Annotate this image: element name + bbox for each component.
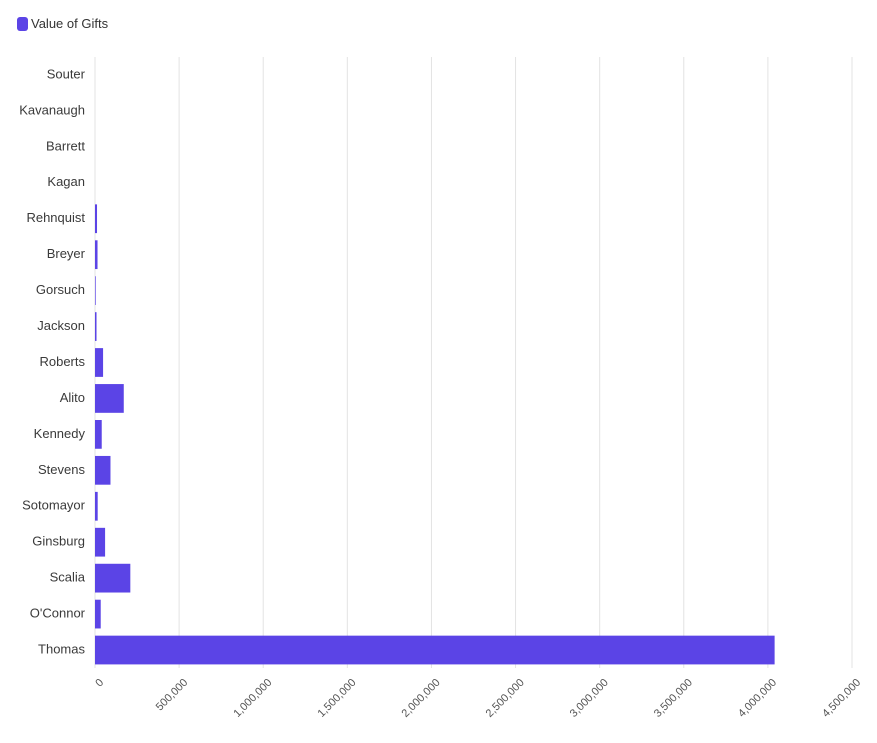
x-tick-label: 4,000,000 [736, 677, 779, 720]
category-label: Breyer [47, 246, 86, 261]
category-label: Scalia [50, 570, 86, 585]
category-label: Barrett [46, 138, 85, 153]
bar[interactable] [95, 491, 98, 521]
category-label: Kagan [47, 174, 85, 189]
bar[interactable] [95, 563, 131, 593]
category-label: Kennedy [34, 426, 86, 441]
bar[interactable] [95, 635, 775, 665]
x-tick-label: 3,000,000 [568, 677, 611, 720]
category-labels: Souter Kavanaugh Barrett Kagan Rehnquist Brey… [19, 66, 86, 656]
category-label: Ginsburg [32, 534, 85, 549]
bar[interactable] [95, 384, 124, 413]
bar[interactable] [95, 527, 106, 557]
bar[interactable] [95, 420, 102, 449]
category-label: Sotomayor [22, 498, 86, 513]
bar[interactable] [95, 276, 96, 305]
category-label: Jackson [37, 318, 85, 333]
category-label: Thomas [38, 641, 85, 656]
legend-label: Value of Gifts [31, 16, 109, 31]
category-label: Souter [47, 66, 86, 81]
x-tick-label: 2,500,000 [484, 677, 527, 720]
chart-legend[interactable]: Value of Gifts [17, 16, 108, 31]
x-tick-label: 4,500,000 [820, 677, 863, 720]
gridlines [94, 57, 853, 668]
bar[interactable] [95, 204, 98, 234]
category-label: Gorsuch [36, 282, 85, 297]
bar[interactable] [95, 599, 101, 629]
bars [95, 204, 775, 665]
category-label: Roberts [39, 354, 85, 369]
category-label: Alito [60, 390, 85, 405]
x-tick-label: 1,500,000 [315, 677, 358, 720]
bar[interactable] [95, 240, 98, 270]
bar[interactable] [95, 312, 97, 341]
bar[interactable] [95, 455, 111, 485]
x-tick-label: 500,000 [154, 677, 191, 714]
category-label: O'Connor [30, 606, 86, 621]
x-tick-label: 0 [93, 677, 106, 690]
legend-swatch [17, 16, 28, 31]
category-label: Kavanaugh [19, 102, 85, 117]
category-label: Rehnquist [26, 210, 85, 225]
bar[interactable] [95, 348, 104, 377]
x-axis-tick-labels: 0 500,000 1,000,000 1,500,000 2,000,000 2,500… [93, 677, 863, 720]
x-tick-label: 1,000,000 [231, 677, 274, 720]
category-label: Stevens [38, 462, 85, 477]
x-tick-label: 2,000,000 [400, 677, 443, 720]
x-tick-label: 3,500,000 [652, 677, 695, 720]
